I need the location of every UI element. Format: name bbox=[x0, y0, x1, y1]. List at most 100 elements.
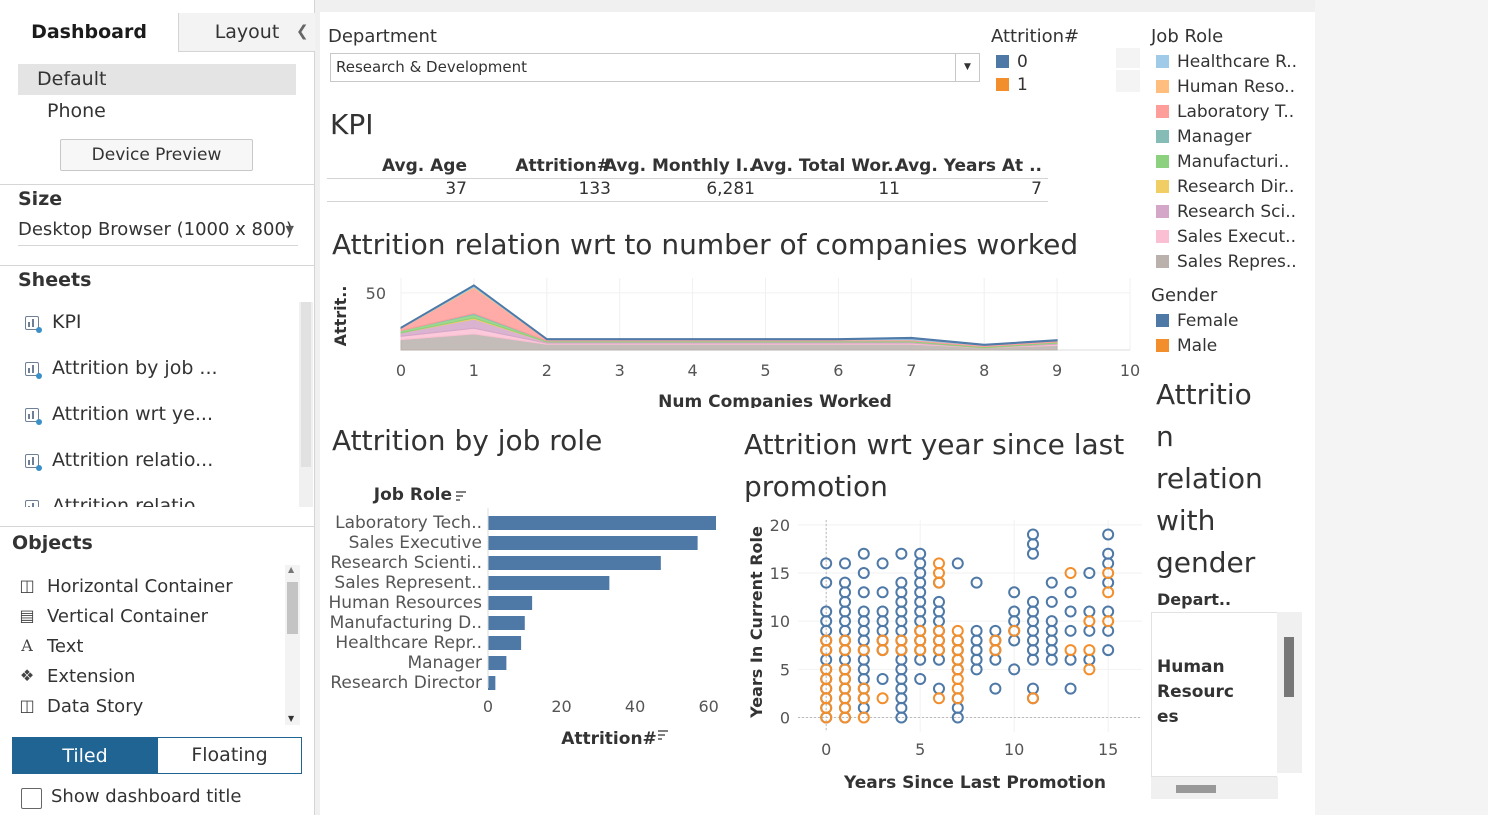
floating-button[interactable]: Floating bbox=[157, 737, 302, 774]
sheet-item-label: Attrition relatio... bbox=[52, 449, 214, 471]
bar-category-label: Human Resources bbox=[328, 593, 482, 613]
extension-icon: ❖ bbox=[19, 666, 35, 685]
legend-item[interactable]: Laboratory T.. bbox=[1156, 100, 1294, 125]
legend-item[interactable]: Sales Execut.. bbox=[1156, 225, 1296, 250]
object-item-data-story[interactable]: ◫ Data Story bbox=[0, 692, 285, 722]
device-preview-button[interactable]: Device Preview bbox=[60, 139, 253, 171]
sheet-item-attrition-wrt-year[interactable]: Attrition wrt ye... bbox=[0, 394, 300, 440]
sort-icon bbox=[456, 491, 466, 501]
y-tick-label: 50 bbox=[366, 284, 386, 303]
device-default-item[interactable]: Default bbox=[18, 64, 296, 95]
bar-category-label: Laboratory Tech.. bbox=[335, 513, 482, 533]
scatter-point bbox=[895, 692, 908, 705]
scatter-point bbox=[838, 692, 851, 705]
y-tick-label: 10 bbox=[770, 612, 790, 631]
gender-horizontal-scrollbar[interactable] bbox=[1151, 777, 1278, 799]
scatter-point bbox=[876, 624, 889, 637]
tab-layout[interactable]: Layout bbox=[178, 13, 315, 52]
kpi-header: Avg. Monthly I.. bbox=[603, 156, 755, 176]
objects-scrollbar[interactable]: ▲ ▼ bbox=[285, 565, 300, 725]
scatter-point bbox=[895, 673, 908, 685]
legend-swatch bbox=[1156, 314, 1169, 327]
scrollbar-thumb[interactable] bbox=[301, 302, 311, 467]
x-tick-label: 10 bbox=[1120, 361, 1140, 380]
sheet-item-attrition-relation-gender[interactable]: Attrition relatio... bbox=[0, 486, 300, 507]
sheet-item-attrition-by-job-role[interactable]: Attrition by job ... bbox=[0, 348, 300, 394]
scatter-point bbox=[1045, 615, 1058, 628]
scatter-point bbox=[951, 653, 964, 666]
scatter-point bbox=[1045, 644, 1058, 657]
scrollbar-thumb[interactable] bbox=[1284, 637, 1294, 697]
caret-down-icon[interactable]: ▼ bbox=[955, 54, 979, 81]
legend-item[interactable]: Research Dir.. bbox=[1156, 175, 1294, 200]
scatter-point bbox=[857, 547, 870, 560]
department-filter-dropdown[interactable]: Research & Development ▼ bbox=[330, 53, 980, 82]
object-item-vertical-container[interactable]: ▤ Vertical Container bbox=[0, 602, 285, 632]
scroll-up-icon[interactable]: ▲ bbox=[288, 565, 295, 574]
legend-item[interactable]: Male bbox=[1156, 334, 1217, 359]
legend-item[interactable]: Manufacturi.. bbox=[1156, 150, 1289, 175]
scatter-point bbox=[951, 644, 964, 657]
legend-swatch bbox=[996, 78, 1009, 91]
bar-category-label: Sales Executive bbox=[349, 533, 482, 553]
legend-scrollbar[interactable] bbox=[1116, 48, 1140, 92]
scatter-point bbox=[951, 624, 964, 637]
scatter-point bbox=[1064, 624, 1077, 637]
legend-item[interactable]: Research Sci.. bbox=[1156, 200, 1296, 225]
gender-vertical-scrollbar[interactable] bbox=[1277, 612, 1302, 773]
legend-item[interactable]: Healthcare R.. bbox=[1156, 50, 1297, 75]
x-tick-label: 0 bbox=[483, 697, 493, 716]
scatter-point bbox=[857, 605, 870, 618]
object-item-label: Horizontal Container bbox=[47, 576, 233, 597]
size-dropdown[interactable]: Desktop Browser (1000 x 800) ▼ bbox=[18, 214, 298, 246]
scatter-point bbox=[895, 595, 908, 608]
scatter-point bbox=[914, 673, 927, 685]
scatter-point bbox=[820, 557, 833, 570]
object-item-text[interactable]: A Text bbox=[0, 632, 285, 662]
collapse-panel-icon[interactable]: ❮ bbox=[296, 22, 309, 40]
scatter-point bbox=[1026, 624, 1039, 637]
legend-item[interactable]: Human Reso.. bbox=[1156, 75, 1295, 100]
kpi-value: 7 bbox=[1031, 179, 1042, 199]
sheets-list: KPI Attrition by job ... Attrition wrt y… bbox=[0, 302, 300, 507]
legend-swatch bbox=[1156, 180, 1169, 193]
bar-chart: Job Role Laboratory Tech..Sales Executive… bbox=[328, 485, 718, 748]
sheets-scrollbar[interactable] bbox=[299, 302, 313, 507]
scatter-point bbox=[838, 701, 851, 714]
legend-item[interactable]: Female bbox=[1156, 309, 1238, 334]
legend-item[interactable]: 0 bbox=[996, 50, 1028, 75]
scrollbar-thumb[interactable] bbox=[287, 582, 298, 634]
show-dashboard-title-checkbox[interactable] bbox=[21, 788, 42, 809]
scatter-point bbox=[857, 634, 870, 647]
scatter-point bbox=[857, 644, 870, 657]
scrollbar-thumb[interactable] bbox=[1176, 785, 1216, 793]
object-item-horizontal-container[interactable]: ◫ Horizontal Container bbox=[0, 572, 285, 602]
scatter-point bbox=[838, 673, 851, 685]
device-phone-item[interactable]: Phone bbox=[47, 100, 106, 122]
sheet-item-attrition-relation-companies[interactable]: Attrition relatio... bbox=[0, 440, 300, 486]
scatter-point bbox=[932, 595, 945, 608]
legend-item[interactable]: 1 bbox=[996, 73, 1028, 98]
scatter-point bbox=[932, 644, 945, 657]
sheet-item-kpi[interactable]: KPI bbox=[0, 302, 300, 348]
scatter-point bbox=[1083, 567, 1096, 579]
legend-item[interactable]: Sales Repres.. bbox=[1156, 250, 1297, 275]
sheet-item-label: Attrition wrt ye... bbox=[52, 403, 213, 425]
scroll-down-icon[interactable]: ▼ bbox=[288, 714, 295, 723]
scatter-point bbox=[914, 624, 927, 637]
legend-item-label: Manufacturi.. bbox=[1177, 152, 1290, 172]
legend-item[interactable]: Manager bbox=[1156, 125, 1252, 150]
scatter-point bbox=[838, 595, 851, 608]
scatter-point bbox=[951, 634, 964, 647]
gender-sheet-title: Attritio n relation with gender bbox=[1156, 374, 1286, 584]
scatter-point bbox=[1083, 605, 1096, 618]
scatter-point bbox=[1008, 624, 1021, 637]
object-item-extension[interactable]: ❖ Extension bbox=[0, 662, 285, 692]
scatter-chart-title: Attrition wrt year since last promotion bbox=[744, 428, 1125, 503]
tab-dashboard[interactable]: Dashboard bbox=[0, 13, 178, 52]
scatter-point bbox=[838, 653, 851, 666]
scatter-point bbox=[1008, 663, 1021, 676]
area-chart-title: Attrition relation wrt to number of comp… bbox=[332, 228, 1079, 261]
scatter-point bbox=[895, 547, 908, 560]
tiled-button[interactable]: Tiled bbox=[12, 737, 158, 774]
